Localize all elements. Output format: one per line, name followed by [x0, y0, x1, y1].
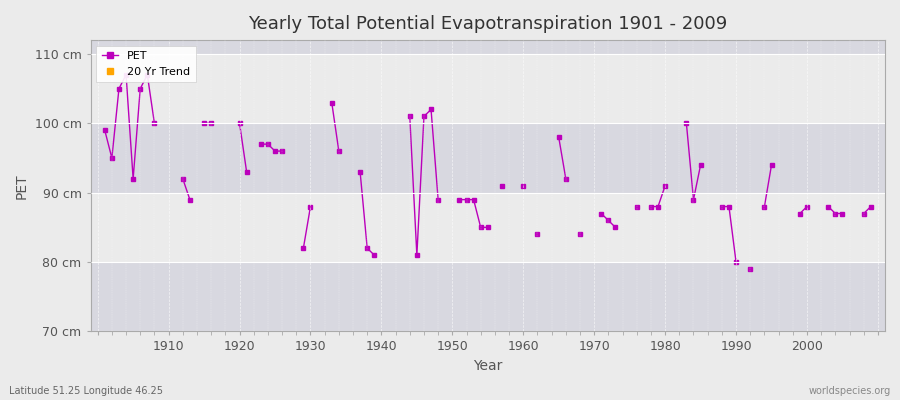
Y-axis label: PET: PET — [15, 173, 29, 198]
PET — [610, 225, 621, 230]
PET — [362, 246, 373, 250]
Text: Latitude 51.25 Longitude 46.25: Latitude 51.25 Longitude 46.25 — [9, 386, 163, 396]
Bar — [91, 54, 885, 123]
Bar — [91, 262, 885, 332]
X-axis label: Year: Year — [473, 359, 502, 373]
PET — [518, 183, 528, 188]
Title: Yearly Total Potential Evapotranspiration 1901 - 2009: Yearly Total Potential Evapotranspiratio… — [248, 15, 727, 33]
Text: worldspecies.org: worldspecies.org — [809, 386, 891, 396]
Bar — [91, 40, 885, 54]
Bar — [91, 193, 885, 262]
Legend: PET, 20 Yr Trend: PET, 20 Yr Trend — [96, 46, 196, 82]
PET — [99, 128, 110, 133]
Line: PET: PET — [103, 73, 873, 271]
Bar — [91, 123, 885, 193]
PET — [866, 204, 877, 209]
